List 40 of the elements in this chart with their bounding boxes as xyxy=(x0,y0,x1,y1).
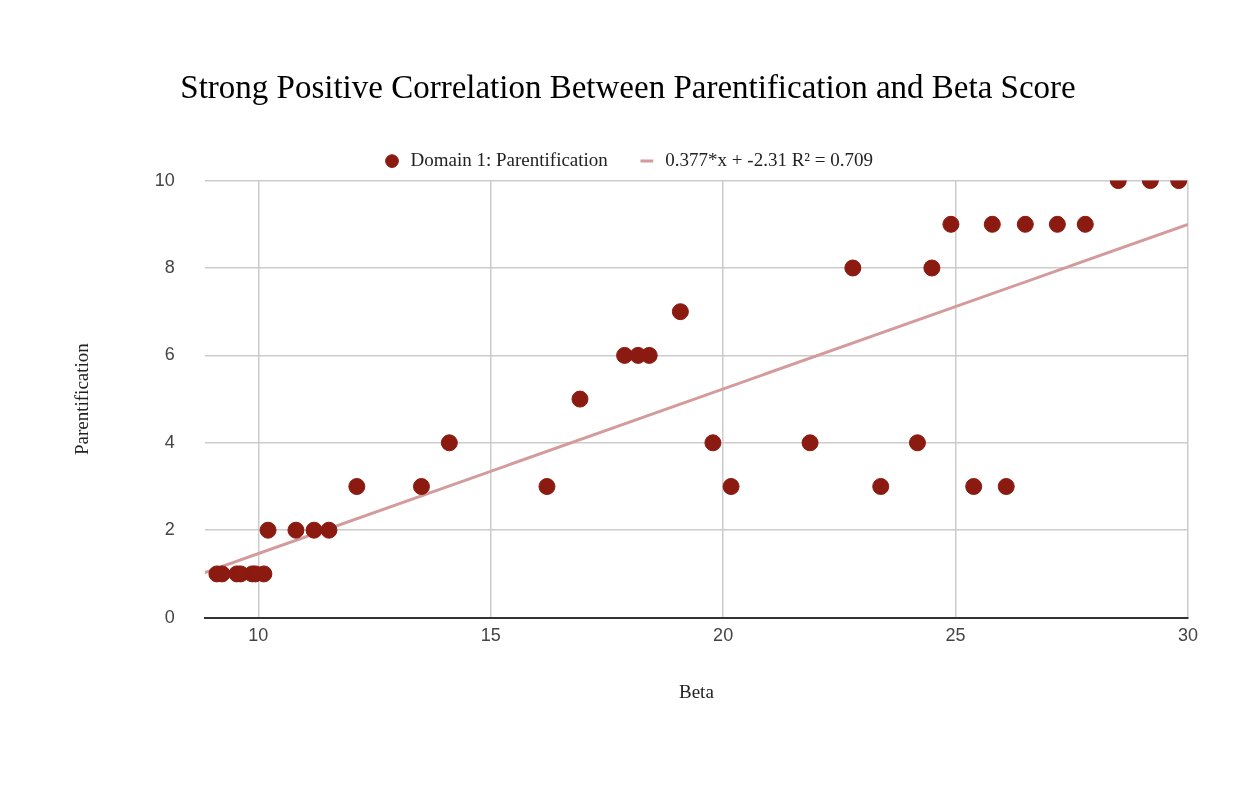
point xyxy=(412,478,430,495)
y-tick-label: 4 xyxy=(164,431,175,452)
point xyxy=(942,215,960,233)
point xyxy=(440,434,458,452)
point xyxy=(1016,215,1034,233)
y-tick-label: 8 xyxy=(164,256,175,277)
point xyxy=(704,434,722,452)
x-tick-label: 25 xyxy=(945,625,966,646)
x-tick-label: 10 xyxy=(248,625,269,646)
point xyxy=(287,521,305,539)
y-tick-label: 10 xyxy=(154,169,175,190)
chart-title: Strong Positive Correlation Between Parentification and Beta Score xyxy=(180,69,1076,106)
point xyxy=(801,434,819,452)
x-tick-label: 30 xyxy=(1177,625,1199,646)
point xyxy=(320,521,338,539)
point xyxy=(872,478,890,495)
point xyxy=(997,478,1015,495)
point xyxy=(722,478,740,495)
x-axis-title: Beta xyxy=(679,680,715,702)
point xyxy=(983,215,1001,233)
point xyxy=(844,259,862,277)
point xyxy=(965,478,983,495)
y-tick-label: 2 xyxy=(164,519,175,540)
legend-label: 0.377*x + -2.31 R² = 0.709 xyxy=(665,149,873,171)
point xyxy=(1048,215,1066,233)
x-tick-label: 15 xyxy=(480,625,501,646)
point xyxy=(538,478,556,495)
y-axis-title: Parentification xyxy=(71,342,93,456)
point xyxy=(259,521,277,539)
point xyxy=(348,478,366,495)
point xyxy=(1076,215,1094,233)
point xyxy=(305,521,323,539)
legend-label: Domain 1: Parentification xyxy=(410,149,609,171)
point xyxy=(571,390,589,408)
point xyxy=(923,259,941,277)
x-tick-label: 20 xyxy=(713,625,734,646)
point xyxy=(908,434,926,452)
y-tick-label: 0 xyxy=(164,606,175,627)
point xyxy=(671,303,689,321)
y-tick-label: 6 xyxy=(164,344,175,365)
